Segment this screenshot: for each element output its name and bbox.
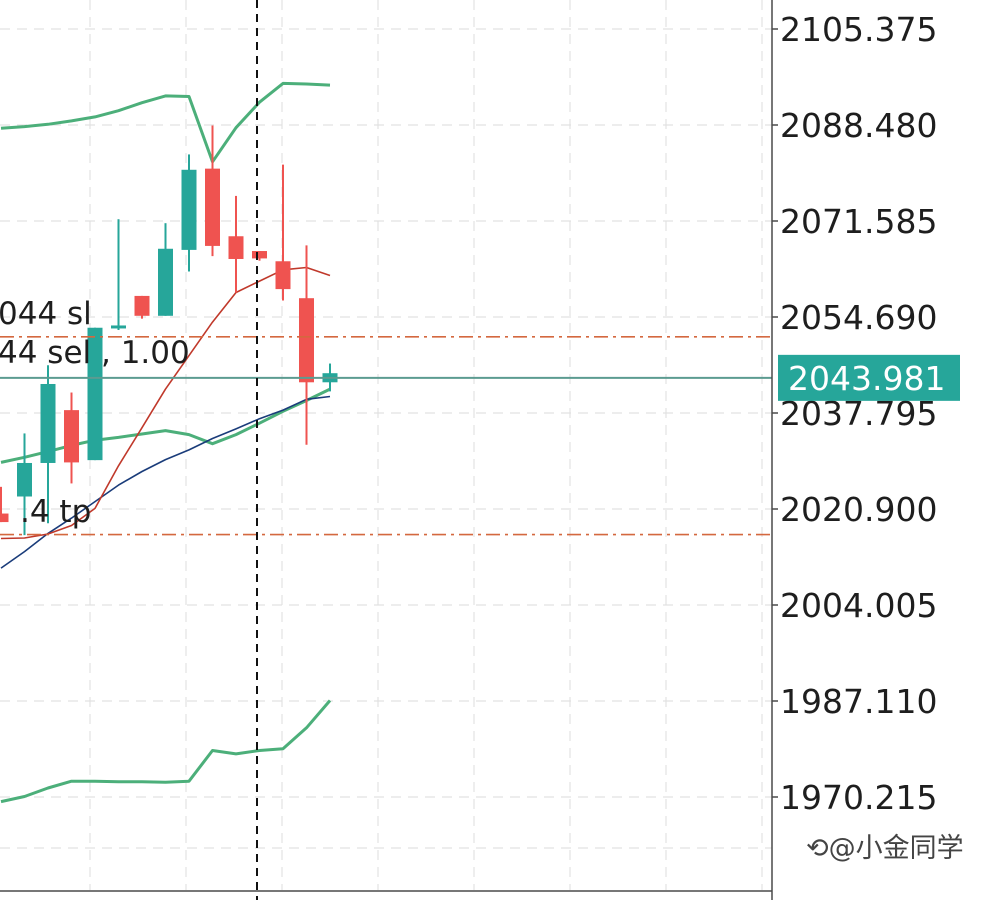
candle bbox=[205, 125, 220, 257]
current-price-badge bbox=[778, 354, 960, 401]
candle bbox=[299, 245, 314, 445]
bollinger-middle-line bbox=[0, 387, 331, 464]
current-price-label: 2043.981 bbox=[788, 359, 945, 398]
axis-tick-label: 2020.900 bbox=[780, 490, 937, 529]
candle bbox=[158, 223, 173, 316]
watermark-text: ⟲@小金同学 bbox=[806, 833, 964, 864]
candle-body bbox=[205, 168, 220, 246]
order-label-sl: 044 sl bbox=[0, 296, 92, 332]
moving-average-slow-line bbox=[0, 395, 331, 569]
candle-body bbox=[181, 169, 197, 250]
candle-body bbox=[0, 513, 9, 523]
candle-body bbox=[252, 251, 267, 259]
candle bbox=[181, 154, 197, 272]
moving-average-fast-line bbox=[0, 266, 331, 540]
candle bbox=[134, 295, 150, 319]
chart-grid bbox=[0, 0, 772, 890]
axis-tick-label: 2105.375 bbox=[780, 10, 937, 49]
order-label-tp: .4 tp bbox=[20, 494, 91, 530]
axis-tick-label: 1970.215 bbox=[780, 778, 937, 817]
candle bbox=[17, 433, 32, 536]
axis-tick-label: 2088.480 bbox=[780, 106, 937, 145]
axis-tick-label: 2054.690 bbox=[780, 298, 937, 337]
axis-tick-label: 2071.585 bbox=[780, 202, 937, 241]
candle bbox=[0, 486, 9, 523]
bollinger-upper-line bbox=[0, 81, 331, 164]
candle bbox=[111, 219, 126, 331]
order-label-sell: 44 sel , 1.00 bbox=[0, 335, 190, 371]
candle-body bbox=[158, 248, 173, 316]
candle-body bbox=[111, 325, 126, 329]
candle-body bbox=[275, 261, 291, 290]
axis-tick-label: 1987.110 bbox=[780, 682, 937, 721]
candle-body bbox=[87, 327, 103, 461]
candle bbox=[252, 251, 267, 261]
bollinger-lower-line bbox=[0, 699, 332, 804]
candle-body bbox=[134, 295, 150, 316]
candle-body bbox=[299, 298, 314, 383]
axis-tick-label: 2004.005 bbox=[780, 586, 937, 625]
candle bbox=[275, 164, 291, 301]
candle bbox=[228, 195, 244, 293]
candle bbox=[87, 327, 103, 461]
candle-body bbox=[64, 410, 79, 463]
candle-body bbox=[228, 236, 244, 259]
price-axis-background bbox=[772, 0, 1000, 900]
candle bbox=[64, 392, 79, 484]
candle-body bbox=[17, 462, 32, 497]
candles bbox=[0, 125, 338, 536]
candle bbox=[40, 365, 56, 524]
indicator-lines bbox=[0, 81, 332, 804]
candle-body bbox=[40, 383, 56, 463]
